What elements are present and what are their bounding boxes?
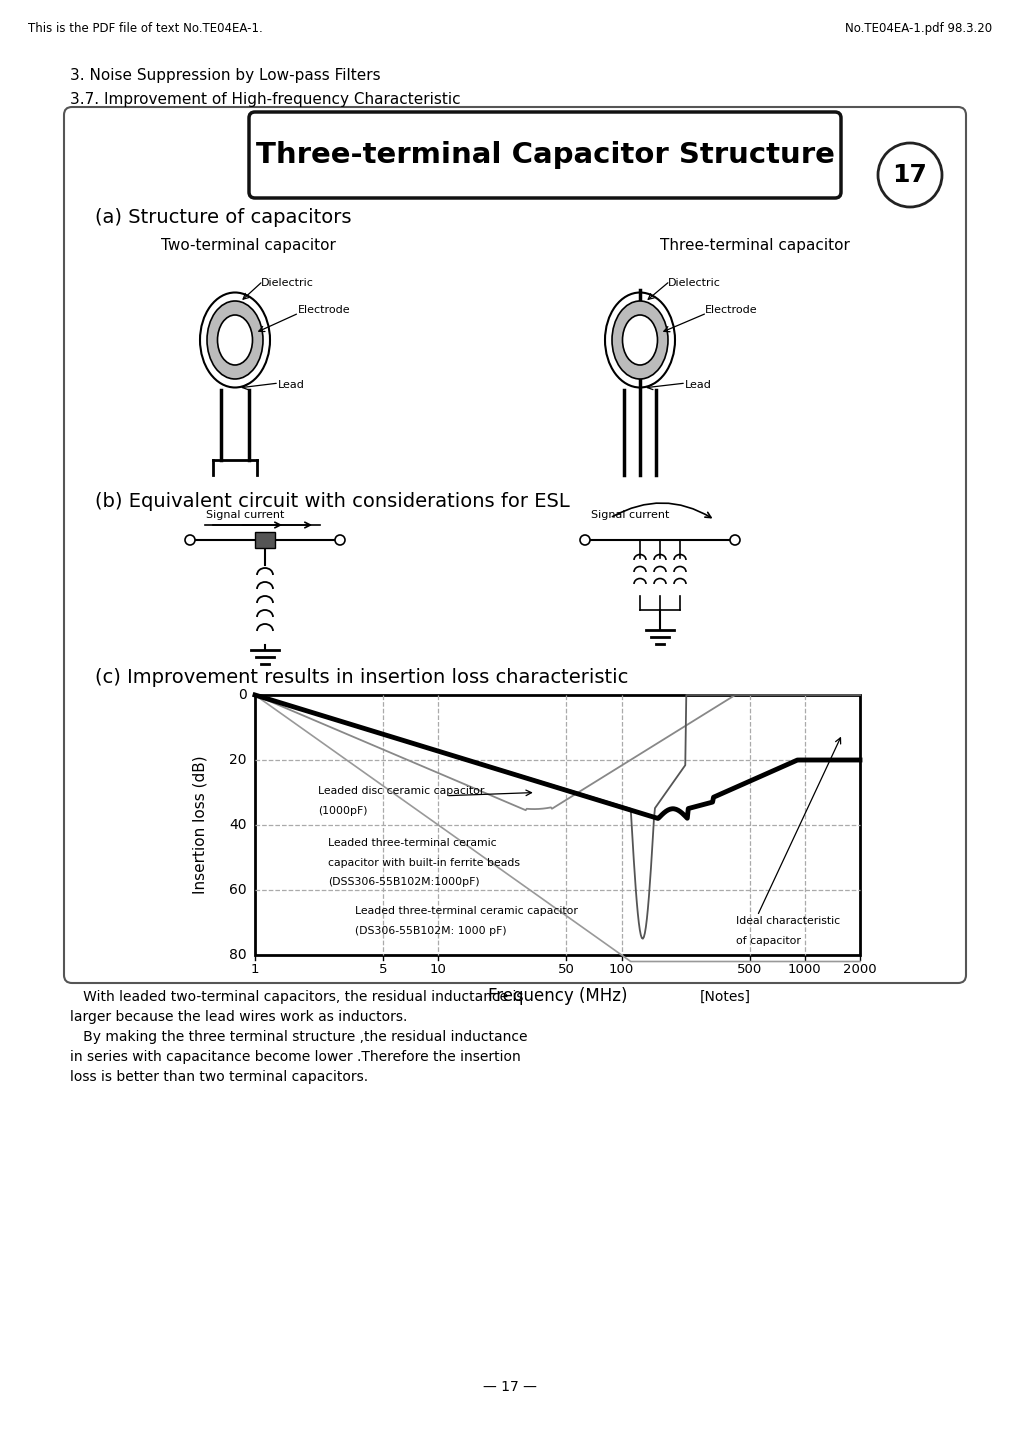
Text: Insertion loss (dB): Insertion loss (dB) [193, 755, 207, 895]
Text: 2000: 2000 [843, 963, 876, 976]
Text: Three-terminal Capacitor Structure: Three-terminal Capacitor Structure [256, 141, 834, 169]
Text: 3.7. Improvement of High-frequency Characteristic: 3.7. Improvement of High-frequency Chara… [70, 92, 461, 107]
Ellipse shape [207, 301, 263, 379]
FancyBboxPatch shape [249, 112, 841, 197]
Text: Lead: Lead [685, 380, 711, 391]
Text: 500: 500 [737, 963, 761, 976]
Text: (b) Equivalent circuit with considerations for ESL: (b) Equivalent circuit with consideratio… [95, 491, 570, 512]
Circle shape [184, 535, 195, 545]
Circle shape [580, 535, 589, 545]
Text: 100: 100 [608, 963, 634, 976]
Text: of capacitor: of capacitor [735, 935, 800, 945]
Text: 20: 20 [229, 754, 247, 767]
Text: With leaded two-terminal capacitors, the residual inductance is: With leaded two-terminal capacitors, the… [70, 990, 523, 1004]
Text: 40: 40 [229, 818, 247, 831]
Text: (1000pF): (1000pF) [318, 806, 367, 816]
Text: capacitor with built-in ferrite beads: capacitor with built-in ferrite beads [328, 857, 520, 867]
Text: Leaded disc ceramic capacitor: Leaded disc ceramic capacitor [318, 785, 484, 795]
Text: Lead: Lead [278, 380, 305, 391]
Ellipse shape [604, 293, 675, 388]
Ellipse shape [611, 301, 667, 379]
Text: larger because the lead wires work as inductors.: larger because the lead wires work as in… [70, 1010, 407, 1025]
Text: Electrode: Electrode [298, 305, 351, 316]
Text: (DSS306-55B102M:1000pF): (DSS306-55B102M:1000pF) [328, 878, 479, 888]
Text: 1000: 1000 [788, 963, 821, 976]
Text: Leaded three-terminal ceramic: Leaded three-terminal ceramic [328, 839, 496, 847]
Text: Dielectric: Dielectric [261, 278, 314, 288]
Text: (DS306-55B102M: 1000 pF): (DS306-55B102M: 1000 pF) [355, 925, 505, 935]
Text: Signal current: Signal current [590, 510, 668, 520]
Text: Three-terminal capacitor: Three-terminal capacitor [659, 238, 849, 254]
Bar [255, 532, 275, 548]
Text: Signal current: Signal current [206, 510, 284, 520]
Text: 0: 0 [238, 687, 247, 702]
Text: [Notes]: [Notes] [699, 990, 750, 1004]
Text: 17: 17 [892, 163, 926, 187]
Text: (c) Improvement results in insertion loss characteristic: (c) Improvement results in insertion los… [95, 669, 628, 687]
FancyBboxPatch shape [64, 107, 965, 983]
Circle shape [730, 535, 739, 545]
Text: loss is better than two terminal capacitors.: loss is better than two terminal capacit… [70, 1071, 368, 1084]
Text: By making the three terminal structure ,the residual inductance: By making the three terminal structure ,… [70, 1030, 527, 1043]
Text: 1: 1 [251, 963, 259, 976]
Bar [255, 695, 859, 955]
Text: in series with capacitance become lower .Therefore the insertion: in series with capacitance become lower … [70, 1050, 521, 1063]
Text: 60: 60 [229, 883, 247, 896]
Text: Two-terminal capacitor: Two-terminal capacitor [160, 238, 335, 254]
Text: 50: 50 [557, 963, 575, 976]
Text: 3. Noise Suppression by Low-pass Filters: 3. Noise Suppression by Low-pass Filters [70, 68, 380, 84]
Text: This is the PDF file of text No.TE04EA-1.: This is the PDF file of text No.TE04EA-1… [28, 22, 263, 35]
Text: 10: 10 [429, 963, 446, 976]
Ellipse shape [200, 293, 270, 388]
Ellipse shape [217, 316, 253, 365]
Text: No.TE04EA-1.pdf 98.3.20: No.TE04EA-1.pdf 98.3.20 [844, 22, 991, 35]
Circle shape [877, 143, 942, 208]
Text: (a) Structure of capacitors: (a) Structure of capacitors [95, 208, 352, 228]
Text: 80: 80 [229, 948, 247, 963]
Text: Dielectric: Dielectric [667, 278, 720, 288]
Text: Electrode: Electrode [704, 305, 757, 316]
Ellipse shape [622, 316, 657, 365]
Text: Leaded three-terminal ceramic capacitor: Leaded three-terminal ceramic capacitor [355, 906, 577, 916]
Text: — 17 —: — 17 — [483, 1380, 536, 1393]
Text: Ideal characteristic: Ideal characteristic [735, 916, 839, 927]
Text: 5: 5 [378, 963, 387, 976]
Text: Frequency (MHz): Frequency (MHz) [487, 987, 627, 1004]
Circle shape [334, 535, 344, 545]
